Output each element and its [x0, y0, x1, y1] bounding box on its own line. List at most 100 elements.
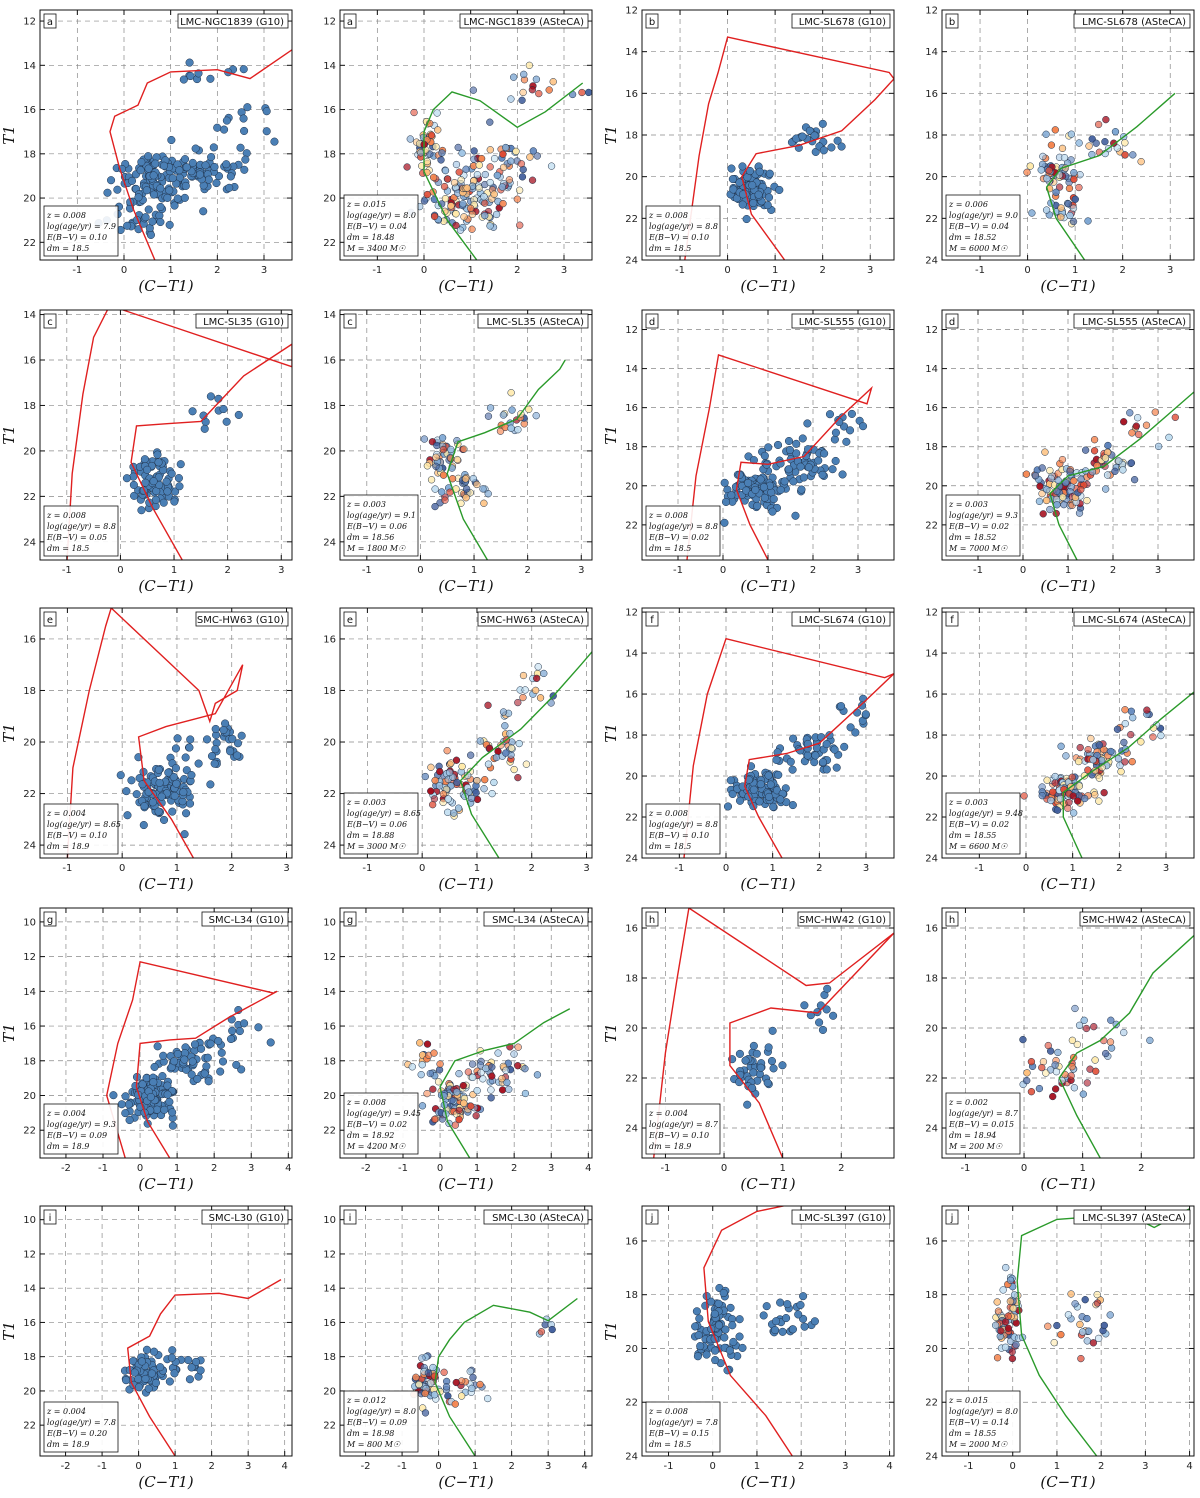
isochrone-line: [1058, 934, 1194, 1158]
star-point: [490, 190, 498, 198]
star-point: [1121, 758, 1129, 766]
star-point: [1037, 166, 1045, 174]
x-tick-label: 1: [467, 265, 473, 276]
y-tick-label: 22: [625, 1074, 638, 1085]
fit-parameter: M = 4200 M☉: [346, 1142, 406, 1151]
x-tick-label: -1: [62, 565, 72, 576]
star-point: [191, 1357, 200, 1366]
star-point: [154, 807, 163, 816]
star-point: [1064, 1311, 1073, 1319]
fit-parameter: M = 3000 M☉: [346, 842, 406, 851]
fit-parameter: z = 0.006: [948, 200, 988, 209]
star-point: [476, 1380, 484, 1389]
star-point: [228, 1026, 237, 1035]
fit-parameters-box: [43, 803, 119, 855]
x-tick-label: 3: [278, 565, 284, 576]
star-point: [1082, 1024, 1091, 1033]
star-point: [725, 1346, 734, 1355]
star-point: [838, 470, 847, 479]
star-point: [1095, 741, 1103, 749]
star-point: [219, 404, 228, 414]
star-point: [762, 1302, 771, 1311]
star-point: [482, 1064, 490, 1072]
x-tick-label: -1: [964, 1461, 974, 1472]
star-point: [155, 778, 164, 787]
star-point: [480, 499, 488, 507]
star-point: [1075, 509, 1084, 517]
panel-title: SMC-L30 (G10): [209, 1213, 284, 1224]
star-point: [778, 1061, 787, 1070]
star-point: [1127, 707, 1135, 715]
y-tick-label: 12: [323, 952, 336, 963]
star-point: [164, 768, 173, 777]
x-tick-label: 2: [529, 863, 535, 874]
star-point: [121, 1109, 130, 1118]
star-point: [149, 477, 158, 486]
y-tick-label: 22: [925, 520, 938, 531]
star-point: [1094, 1334, 1103, 1343]
x-tick-label: 2: [208, 1461, 214, 1472]
x-tick-label: -1: [372, 265, 382, 276]
star-point: [749, 785, 758, 794]
y-tick-label: 24: [625, 256, 638, 267]
panel-letter: d: [649, 317, 655, 328]
star-point: [457, 176, 465, 184]
star-point: [768, 1026, 777, 1035]
star-point: [765, 169, 774, 178]
star-point: [236, 143, 245, 152]
axes-frame: [641, 1205, 895, 1457]
star-point: [421, 772, 429, 781]
fit-parameter: E(B−V) = 0.15: [648, 1429, 709, 1438]
star-point: [1042, 130, 1050, 138]
star-point: [149, 1078, 158, 1087]
star-point: [493, 171, 501, 180]
star-point: [499, 163, 508, 172]
x-tick-label: 1: [772, 265, 778, 276]
y-tick-label: 22: [23, 789, 36, 800]
x-tick-label: 1: [174, 1163, 180, 1174]
star-point: [1019, 1035, 1027, 1044]
x-tick-label: 0: [137, 1163, 143, 1174]
axes-frame: [941, 1205, 1195, 1457]
fit-parameters-box: [43, 1401, 119, 1453]
star-point: [418, 1061, 426, 1069]
fit-parameter: E(B−V) = 0.09: [46, 1131, 107, 1140]
star-point: [194, 69, 203, 78]
star-point: [498, 1086, 507, 1094]
star-point: [228, 734, 237, 743]
star-point: [847, 409, 856, 418]
x-tick-label: 1: [172, 1461, 178, 1472]
star-point: [788, 765, 797, 774]
star-point: [1120, 418, 1128, 426]
axes-frame: [641, 607, 895, 859]
x-tick-label: -2: [361, 1163, 371, 1174]
y-tick-label: 16: [925, 690, 938, 701]
star-point: [134, 1383, 144, 1392]
star-point: [1084, 745, 1092, 754]
star-point: [141, 213, 150, 222]
star-point: [420, 197, 429, 205]
star-point: [1106, 1038, 1115, 1046]
star-point: [1038, 464, 1046, 472]
fit-parameter: M = 200 M☉: [948, 1142, 1003, 1151]
star-point: [1009, 1304, 1017, 1313]
star-point: [1137, 738, 1145, 746]
fit-parameter: log(age/yr) = 7.8: [47, 1418, 116, 1427]
star-point: [1057, 204, 1065, 212]
star-point: [490, 778, 498, 787]
star-point: [163, 1081, 172, 1090]
y-tick-label: 12: [925, 608, 938, 619]
star-point: [116, 771, 125, 780]
star-point: [467, 751, 475, 759]
star-point: [503, 1078, 511, 1087]
star-point: [136, 166, 145, 175]
fit-parameter: z = 0.015: [346, 200, 386, 209]
star-point: [262, 127, 271, 136]
star-point: [429, 1085, 437, 1093]
fit-parameter: E(B−V) = 0.09: [346, 1418, 407, 1427]
star-point: [149, 171, 158, 180]
x-tick-label: 2: [798, 1461, 804, 1472]
star-point: [1038, 1063, 1046, 1072]
star-point: [1106, 1311, 1114, 1319]
star-point: [1090, 436, 1099, 444]
